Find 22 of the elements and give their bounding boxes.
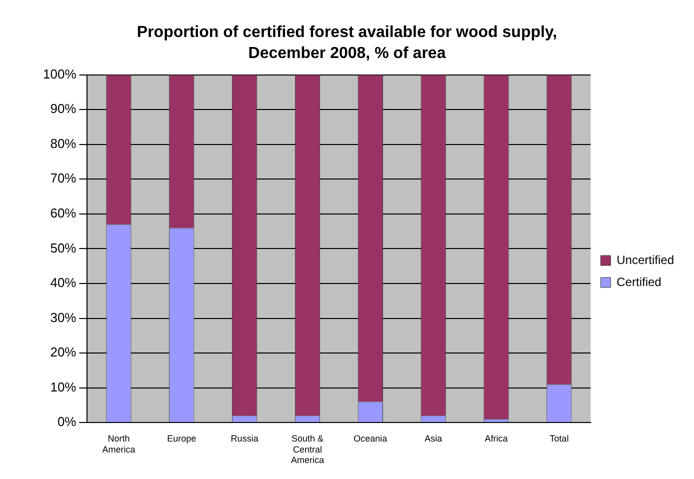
legend-label: Uncertified bbox=[616, 252, 674, 267]
x-tick-label: South & Central America bbox=[290, 433, 324, 466]
y-tick-label: 90% bbox=[50, 101, 77, 116]
x-tick-label: Oceania bbox=[354, 433, 388, 444]
y-tick-label: 50% bbox=[50, 240, 77, 256]
y-tick-label: 0% bbox=[57, 414, 77, 430]
x-tick-label: Total bbox=[550, 433, 569, 444]
x-tick-label: Africa bbox=[484, 433, 508, 444]
y-tick-label: 40% bbox=[50, 275, 77, 290]
chart-title: Proportion of certified forest available for wood supply, December 2008, % of area bbox=[136, 23, 558, 64]
x-tick-label: Asia bbox=[424, 433, 442, 444]
y-tick-label: 30% bbox=[50, 310, 77, 325]
y-tick-label: 60% bbox=[50, 206, 77, 220]
x-tick-label: Russia bbox=[230, 433, 258, 444]
y-tick-label: 10% bbox=[50, 379, 77, 394]
x-tick-label: Europe bbox=[167, 433, 196, 444]
y-tick-label: 70% bbox=[50, 170, 77, 186]
y-tick-label: 100% bbox=[43, 66, 77, 82]
x-tick-label: North America bbox=[102, 433, 136, 454]
legend-label: Certified bbox=[616, 274, 662, 289]
y-tick-label: 20% bbox=[50, 344, 77, 360]
y-tick-label: 80% bbox=[50, 136, 77, 151]
